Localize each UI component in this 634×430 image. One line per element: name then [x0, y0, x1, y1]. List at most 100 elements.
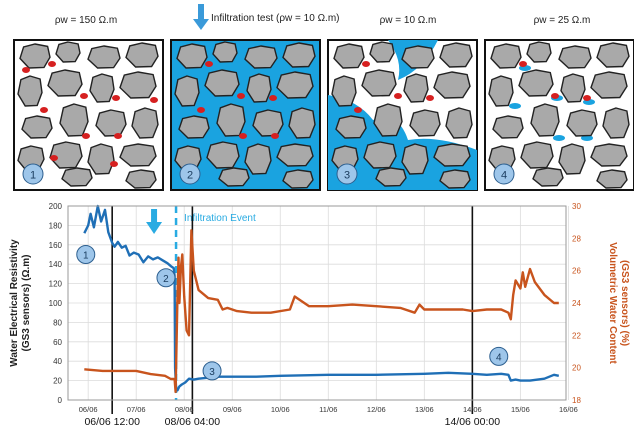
- x-tick-label: 08/06: [175, 405, 194, 414]
- residual-water: [48, 61, 56, 67]
- soil-grain: [55, 41, 81, 63]
- left-y-axis-label-line-1: Water Electrical Resistivity: [9, 239, 20, 367]
- left-y-axis-label-line-2: (GS3 sensors) (Ω.m): [21, 255, 32, 352]
- residual-water: [362, 61, 370, 67]
- panel-1-number-badge: [22, 163, 44, 185]
- soil-grain: [590, 143, 628, 167]
- soil-grain: [21, 115, 53, 139]
- right-y-tick-label: 22: [572, 331, 581, 340]
- residual-water: [197, 107, 205, 113]
- panel-3: 3: [327, 39, 478, 191]
- down-arrow-icon: [193, 4, 209, 30]
- soil-grain: [95, 109, 127, 137]
- time-marker-label: 08/06 04:00: [165, 416, 221, 428]
- soil-grain: [49, 141, 83, 169]
- residual-water: [551, 93, 559, 99]
- soil-grain: [206, 141, 240, 169]
- residual-water: [237, 93, 245, 99]
- x-tick-label: 10/06: [271, 405, 290, 414]
- event-arrow-head-icon: [146, 222, 163, 234]
- panel-4-grains: [488, 41, 630, 189]
- soil-grain: [331, 75, 357, 107]
- panel-1: 1: [13, 39, 164, 191]
- residual-water: [82, 133, 90, 139]
- soil-grain: [596, 42, 630, 68]
- x-tick-label: 16/06: [559, 405, 578, 414]
- soil-grain: [439, 169, 471, 189]
- residual-water: [519, 61, 527, 67]
- residual-water: [110, 161, 118, 167]
- soil-grain: [204, 69, 240, 97]
- left-y-tick-label: 0: [58, 396, 63, 405]
- soil-grain: [335, 115, 367, 139]
- soil-grain: [433, 143, 471, 167]
- soil-grain: [216, 103, 246, 137]
- x-tick-label: 09/06: [223, 405, 242, 414]
- x-tick-label: 07/06: [127, 405, 146, 414]
- x-tick-label: 14/06: [463, 405, 482, 414]
- stage-marker-label: 3: [209, 367, 215, 378]
- soil-grain: [131, 107, 159, 139]
- soil-grain: [288, 107, 316, 139]
- pore-water: [581, 135, 593, 141]
- left-y-tick-label: 60: [53, 338, 62, 347]
- stage-marker: [76, 245, 96, 264]
- residual-water: [271, 133, 279, 139]
- soil-grain: [119, 143, 157, 167]
- residual-water: [80, 93, 88, 99]
- panel-3-residual-water: [354, 61, 434, 113]
- time-marker-lines: 06/06 12:00 08/06 04:00 14/06 00:00: [84, 206, 500, 428]
- soil-grain: [125, 42, 159, 68]
- stage-marker-label: 4: [496, 352, 502, 363]
- panel-4-water: [509, 65, 595, 141]
- soil-grain: [602, 107, 630, 139]
- soil-grain: [246, 73, 272, 103]
- soil-grain: [532, 167, 564, 187]
- soil-grain: [89, 73, 115, 103]
- residual-water: [112, 95, 120, 101]
- soil-grain: [17, 75, 43, 107]
- left-y-tick-label: 20: [53, 377, 62, 386]
- soil-grain: [212, 41, 238, 63]
- right-y-axis: 18 20 22 24 26 28 30: [572, 202, 581, 405]
- residual-water: [150, 97, 158, 103]
- soil-grain: [596, 169, 628, 189]
- soil-grain: [492, 115, 524, 139]
- infiltration-event-label: Infiltration Event: [184, 213, 256, 224]
- right-y-axis-label-line-2: (GS3 sensors) (%): [619, 260, 630, 346]
- right-y-tick-label: 18: [572, 396, 581, 405]
- residual-water: [40, 107, 48, 113]
- residual-water: [50, 155, 58, 161]
- panel-2-residual-water: [197, 61, 279, 139]
- left-y-axis: 0 20 40 60 80 100 120 140 160 180 200: [49, 202, 63, 405]
- pore-water: [553, 135, 565, 141]
- plot-area-frame: [67, 205, 567, 401]
- soil-grain: [19, 43, 51, 69]
- soil-grain: [87, 45, 121, 69]
- right-y-tick-label: 26: [572, 267, 581, 276]
- resistivity-series-line: [83, 204, 560, 392]
- soil-grain: [276, 71, 314, 99]
- left-y-tick-label: 80: [53, 318, 62, 327]
- panel-4: 4: [484, 39, 634, 191]
- stage-marker: [489, 346, 509, 366]
- residual-water: [583, 95, 591, 101]
- panel-2-caption: Infiltration test (ρw = 10 Ω.m): [211, 13, 339, 24]
- panel-1-caption: ρw = 150 Ω.m: [55, 15, 117, 26]
- stage-marker: [156, 268, 176, 288]
- residual-water: [269, 95, 277, 101]
- soil-grain: [363, 141, 397, 169]
- residual-water: [394, 93, 402, 99]
- soil-grain: [176, 43, 208, 69]
- soil-grain: [174, 75, 200, 107]
- soil-grain: [178, 115, 210, 139]
- panel-3-caption: ρw = 10 Ω.m: [380, 15, 437, 26]
- soil-grain: [526, 41, 552, 63]
- stage-marker: [202, 361, 222, 381]
- soil-grain: [282, 169, 314, 189]
- soil-grain: [61, 167, 93, 187]
- x-tick-label: 11/06: [319, 405, 337, 414]
- event-arrow-icon: [151, 209, 158, 223]
- residual-water: [205, 61, 213, 67]
